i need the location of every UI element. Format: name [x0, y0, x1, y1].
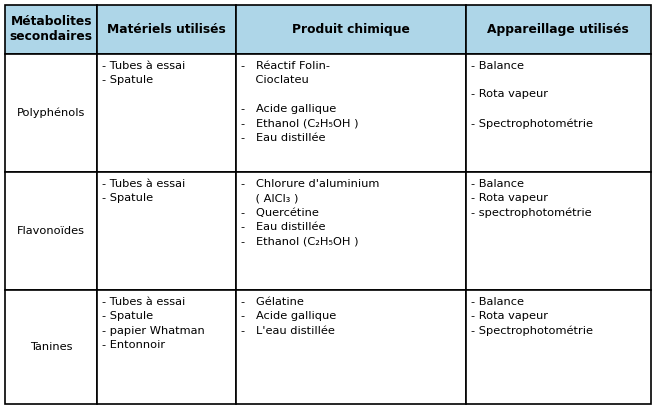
Bar — [97, 172, 236, 290]
Bar — [5, 54, 97, 172]
Bar — [466, 290, 651, 404]
Text: Polyphénols: Polyphénols — [17, 108, 85, 118]
Bar — [236, 5, 466, 54]
Text: - Balance
- Rota vapeur
- Spectrophotométrie: - Balance - Rota vapeur - Spectrophotomé… — [470, 297, 592, 337]
Text: - Tubes à essai
- Spatule: - Tubes à essai - Spatule — [102, 179, 186, 203]
Text: Produit chimique: Produit chimique — [292, 23, 410, 36]
Text: Appareillage utilisés: Appareillage utilisés — [487, 23, 629, 36]
Bar — [236, 54, 466, 172]
Text: Matériels utilisés: Matériels utilisés — [108, 23, 226, 36]
Bar — [466, 54, 651, 172]
Bar — [97, 290, 236, 404]
Bar — [5, 172, 97, 290]
Bar — [466, 172, 651, 290]
Text: - Balance

- Rota vapeur

- Spectrophotométrie: - Balance - Rota vapeur - Spectrophotomé… — [470, 61, 592, 129]
Text: - Tubes à essai
- Spatule: - Tubes à essai - Spatule — [102, 61, 186, 85]
Bar — [236, 290, 466, 404]
Text: Flavonoïdes: Flavonoïdes — [17, 226, 85, 236]
Bar — [466, 5, 651, 54]
Bar — [97, 5, 236, 54]
Bar — [5, 290, 97, 404]
Text: -   Réactif Folin-
    Cioclateu

-   Acide gallique
-   Ethanol (C₂H₅OH )
-   E: - Réactif Folin- Cioclateu - Acide galli… — [241, 61, 359, 143]
Bar — [236, 172, 466, 290]
Text: Tanines: Tanines — [30, 342, 72, 352]
Bar — [97, 54, 236, 172]
Text: -   Chlorure d'aluminium
    ( AlCl₃ )
-   Quercétine
-   Eau distillée
-   Etha: - Chlorure d'aluminium ( AlCl₃ ) - Querc… — [241, 179, 380, 246]
Text: - Tubes à essai
- Spatule
- papier Whatman
- Entonnoir: - Tubes à essai - Spatule - papier Whatm… — [102, 297, 205, 350]
Text: - Balance
- Rota vapeur
- spectrophotométrie: - Balance - Rota vapeur - spectrophotomé… — [470, 179, 591, 218]
Text: Métabolites
secondaires: Métabolites secondaires — [10, 16, 92, 43]
Text: -   Gélatine
-   Acide gallique
-   L'eau distillée: - Gélatine - Acide gallique - L'eau dist… — [241, 297, 337, 336]
Bar — [5, 5, 97, 54]
